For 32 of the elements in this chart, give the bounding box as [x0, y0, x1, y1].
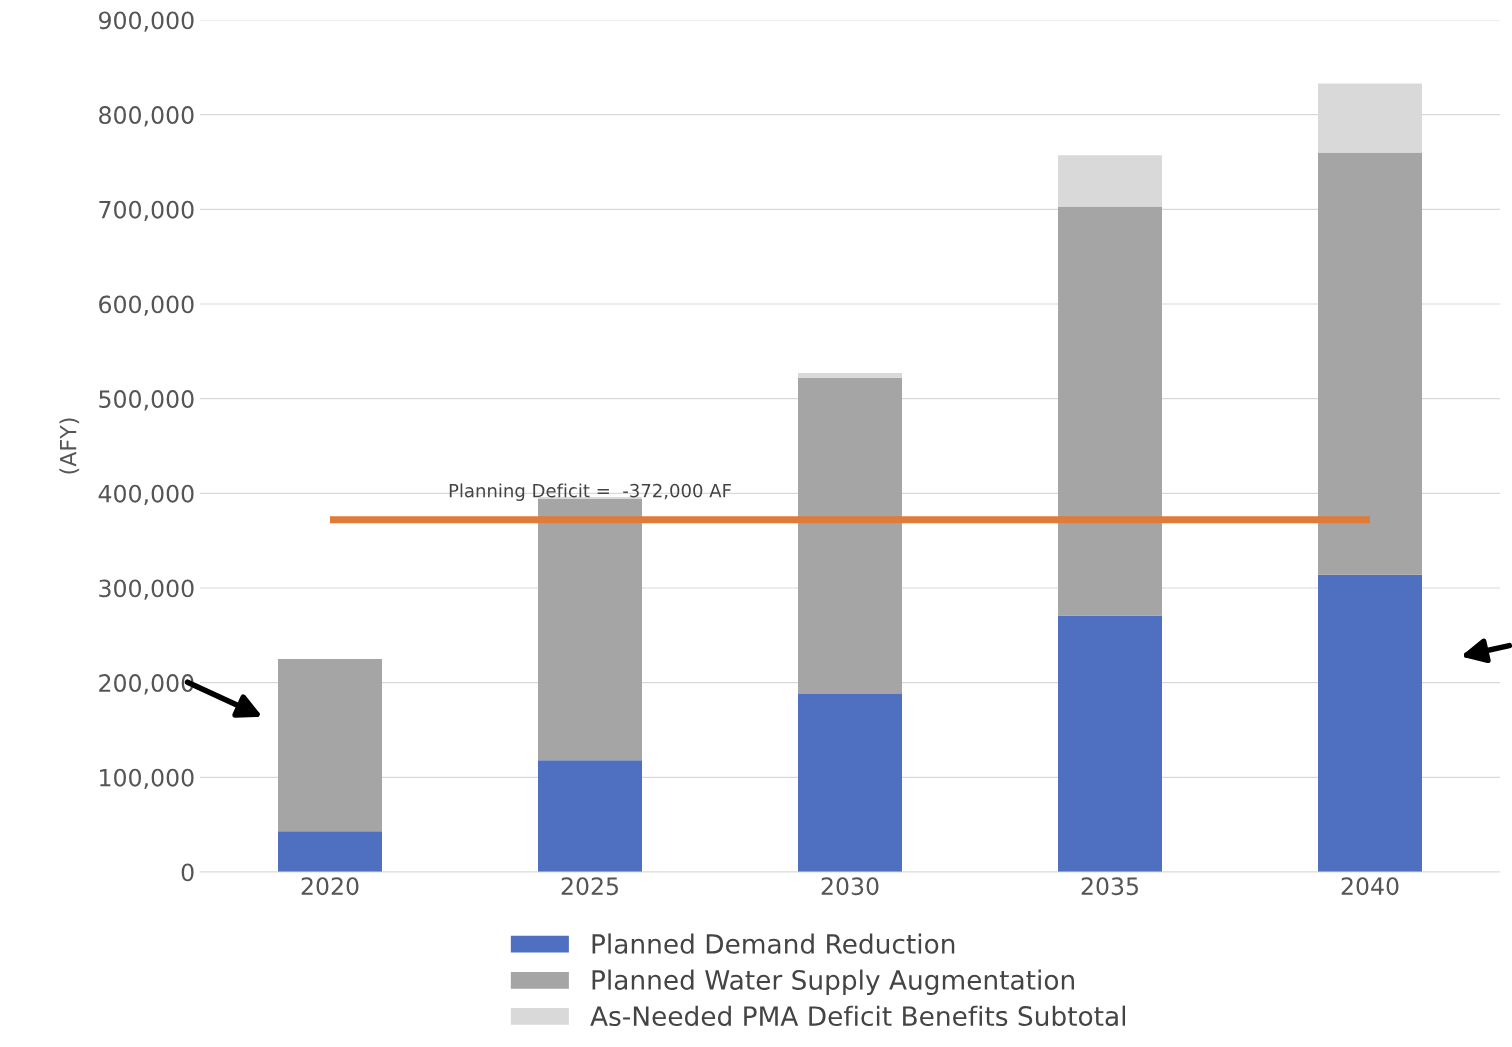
y-tick-label: 700,000: [99, 200, 194, 222]
bar: [1318, 574, 1422, 872]
y-tick-label: 600,000: [99, 295, 194, 316]
bar: [278, 831, 382, 872]
legend-label: Planned Demand Reduction: [592, 933, 955, 954]
y-tick-label: 300,000: [99, 579, 194, 600]
y-tick-label: 200,000: [99, 674, 194, 695]
y-tick-label: 100,000: [100, 768, 194, 790]
y-tick-label: 400,000: [98, 484, 194, 506]
bar: [1058, 206, 1162, 616]
y-tick-label: 0: [181, 863, 194, 882]
x-tick-label: 2030: [821, 877, 879, 896]
y-tick-label: 900,000: [98, 11, 194, 32]
x-tick-label: 2040: [1341, 877, 1399, 896]
x-tick-label: 2035: [1081, 877, 1138, 896]
bar: [538, 499, 642, 761]
y-tick-label: 500,000: [99, 390, 194, 411]
annotation: Planning Deficit = -372,000 AF: [449, 483, 731, 501]
bar: [798, 694, 902, 872]
bar: [1058, 615, 1162, 872]
bar: [798, 373, 902, 378]
y-axis-title: (AFY): [59, 418, 80, 474]
legend-label: As-Needed PMA Deficit Benefits Subtotal: [590, 1005, 1126, 1027]
y-tick-label: 800,000: [99, 106, 194, 127]
bar: [798, 377, 902, 695]
bar: [1318, 152, 1422, 575]
x-tick-label: 2025: [561, 877, 618, 896]
bar: [278, 659, 382, 832]
legend-label: Planned Water Supply Augmentation: [592, 969, 1074, 996]
bar: [538, 760, 642, 872]
bar: [1058, 155, 1162, 207]
x-tick-label: 2020: [301, 877, 359, 896]
